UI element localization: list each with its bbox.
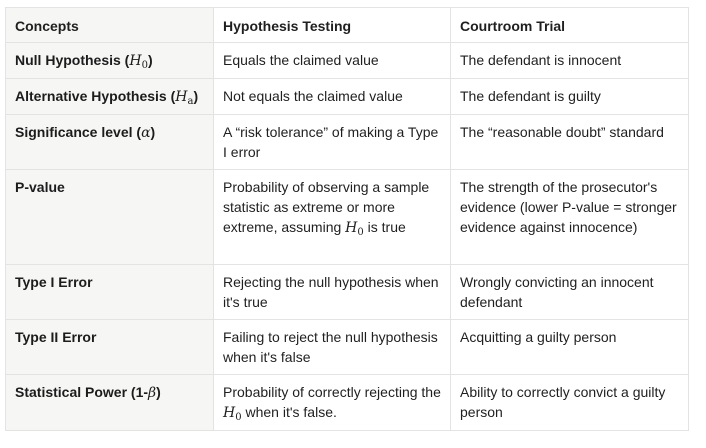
math-subscript: 0	[235, 412, 242, 423]
header-concepts: Concepts	[5, 7, 214, 43]
concept-cell: Significance level (α)	[5, 114, 214, 170]
header-hypothesis-testing: Hypothesis Testing	[213, 7, 451, 43]
math-symbol: Ha	[175, 89, 194, 107]
concept-label-tail: )	[156, 384, 161, 400]
comparison-table-container: Concepts Hypothesis Testing Courtroom Tr…	[5, 7, 689, 431]
courtroom-cell: The strength of the prosecutor's evidenc…	[450, 169, 689, 265]
table-row-type-i-error: Type I Error Rejecting the null hypothes…	[5, 264, 689, 320]
courtroom-cell: Acquitting a guilty person	[450, 319, 689, 375]
concept-cell: Type I Error	[5, 264, 214, 320]
table-row-alternative-hypothesis: Alternative Hypothesis (Ha) Not equals t…	[5, 78, 689, 115]
courtroom-cell: The defendant is innocent	[450, 42, 689, 79]
testing-cell: A “risk tolerance” of making a Type I er…	[213, 114, 451, 170]
math-symbol: α	[141, 125, 151, 141]
math-letter: H	[345, 220, 358, 236]
testing-cell: Failing to reject the null hypothesis wh…	[213, 319, 451, 375]
testing-text: Probability of correctly rejecting the	[223, 384, 441, 400]
testing-cell: Equals the claimed value	[213, 42, 451, 79]
math-letter: H	[175, 89, 188, 105]
math-letter: H	[129, 53, 142, 69]
table-row-type-ii-error: Type II Error Failing to reject the null…	[5, 319, 689, 375]
concept-label: Significance level (	[15, 124, 142, 140]
math-symbol: H0	[129, 53, 148, 71]
table-row-null-hypothesis: Null Hypothesis (H0) Equals the claimed …	[5, 42, 689, 79]
math-subscript: a	[187, 96, 194, 107]
math-subscript: 0	[357, 227, 364, 238]
math-letter: H	[223, 405, 236, 421]
math-symbol: H0	[345, 220, 364, 238]
header-courtroom-trial: Courtroom Trial	[450, 7, 689, 43]
concept-label-tail: )	[147, 52, 153, 68]
table-row-statistical-power: Statistical Power (1-β) Probability of c…	[5, 374, 689, 431]
concept-label-tail: )	[150, 124, 156, 140]
table-row-p-value: P-value Probability of observing a sampl…	[5, 169, 689, 265]
comparison-table: Concepts Hypothesis Testing Courtroom Tr…	[5, 7, 689, 431]
testing-text-tail: is true	[363, 219, 406, 235]
testing-cell: Probability of correctly rejecting the H…	[213, 374, 451, 431]
concept-label: Alternative Hypothesis (	[15, 88, 176, 104]
math-symbol: β	[148, 385, 157, 401]
courtroom-cell: Ability to correctly convict a guilty pe…	[450, 374, 689, 431]
concept-cell: P-value	[5, 169, 214, 265]
concept-cell: Type II Error	[5, 319, 214, 375]
concept-cell: Null Hypothesis (H0)	[5, 42, 214, 79]
courtroom-cell: The defendant is guilty	[450, 78, 689, 115]
concept-label: Statistical Power (1-	[15, 384, 149, 400]
testing-cell: Probability of observing a sample statis…	[213, 169, 451, 265]
concept-cell: Statistical Power (1-β)	[5, 374, 214, 431]
concept-label-tail: )	[193, 88, 199, 104]
testing-cell: Rejecting the null hypothesis when it's …	[213, 264, 451, 320]
testing-text-tail: when it's false.	[241, 404, 337, 420]
testing-cell: Not equals the claimed value	[213, 78, 451, 115]
testing-text: Probability of observing a sample statis…	[223, 179, 430, 235]
table-header-row: Concepts Hypothesis Testing Courtroom Tr…	[5, 7, 689, 43]
courtroom-cell: The “reasonable doubt” standard	[450, 114, 689, 170]
concept-label: Null Hypothesis (	[15, 52, 130, 68]
table-row-significance-level: Significance level (α) A “risk tolerance…	[5, 114, 689, 170]
concept-cell: Alternative Hypothesis (Ha)	[5, 78, 214, 115]
math-subscript: 0	[141, 60, 148, 71]
courtroom-cell: Wrongly convicting an innocent defendant	[450, 264, 689, 320]
math-symbol: H0	[223, 405, 242, 423]
